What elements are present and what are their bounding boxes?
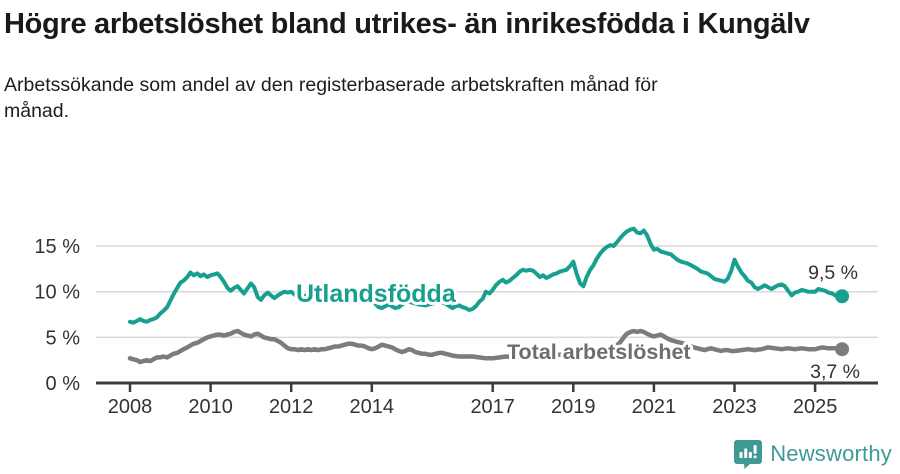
x-tick-label: 2010 (188, 396, 233, 418)
series-line-1 (127, 328, 845, 365)
y-tick-label: 0 % (46, 373, 81, 395)
brand-name: Newsworthy (770, 441, 892, 466)
x-tick-label: 2008 (108, 396, 153, 418)
newsworthy-logo-icon (734, 440, 763, 469)
page-subtitle: Arbetssökande som andel av den registerb… (4, 74, 658, 122)
series-inline-label-1: Total arbetslöshet (507, 340, 691, 364)
series-inline-label-0: Utlandsfödda (296, 280, 457, 308)
x-tick-label: 2012 (269, 396, 314, 418)
series-end-dot-0 (835, 289, 850, 304)
x-tick-label: 2023 (712, 396, 757, 418)
page-title: Högre arbetslöshet bland utrikes- än inr… (4, 8, 810, 40)
series-end-value-label-1: 3,7 % (810, 361, 860, 383)
x-tick-label: 2025 (793, 396, 838, 418)
x-tick-label: 2019 (551, 396, 596, 418)
x-tick-label: 2017 (470, 396, 515, 418)
series-end-dot-1 (835, 342, 850, 357)
chart-page: Högre arbetslöshet bland utrikes- än inr… (0, 0, 900, 125)
series-line-0 (128, 226, 845, 325)
x-tick-label: 2014 (350, 396, 395, 418)
y-tick-label: 10 % (34, 282, 80, 304)
y-tick-label: 15 % (34, 236, 80, 258)
brand-footer: Newsworthy (734, 439, 892, 469)
series-end-value-label-0: 9,5 % (808, 262, 858, 284)
y-tick-label: 5 % (46, 327, 81, 349)
unemployment-line-chart: 0 % 5 % 10 % 15 % 2008 2010 2012 2014 2017 2019 20… (34, 226, 878, 418)
x-tick-label: 2021 (632, 396, 677, 418)
